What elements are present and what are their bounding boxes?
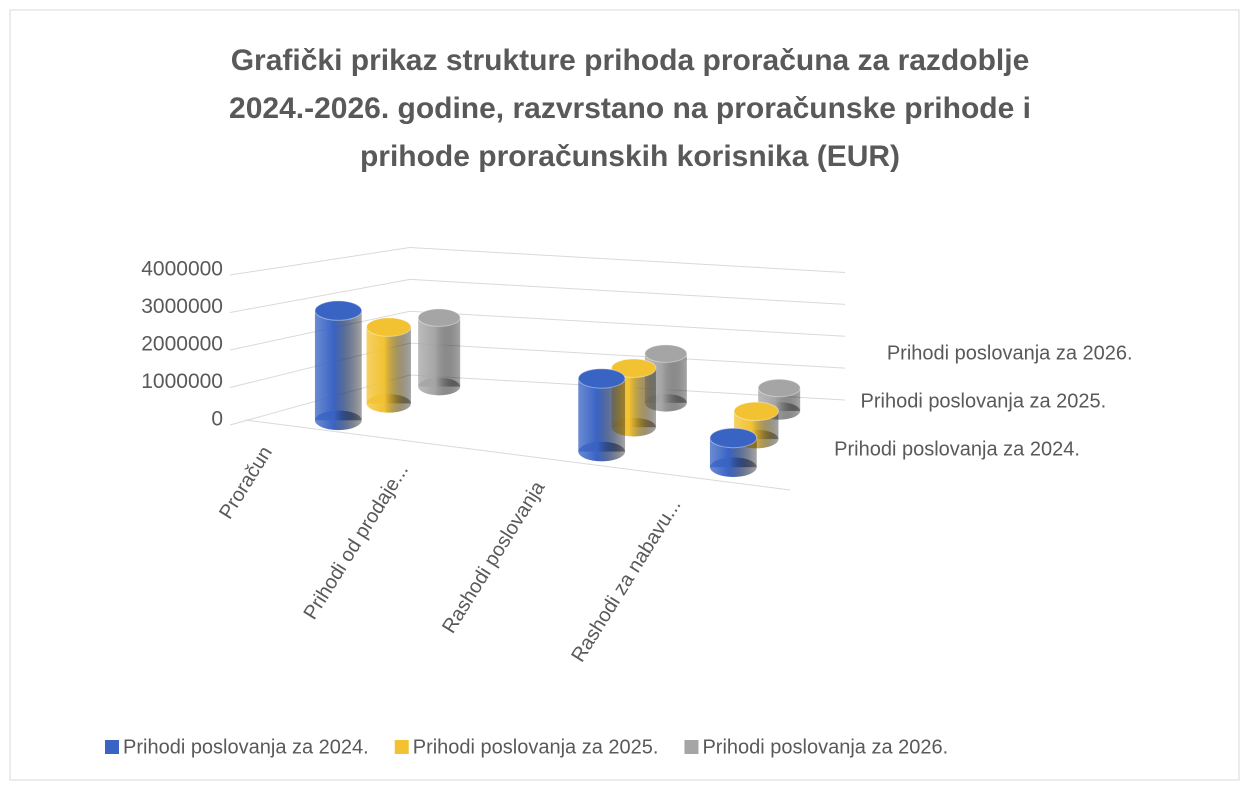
series-axis-label: Prihodi poslovanja za 2026. [887,342,1133,364]
grid-line [409,310,846,337]
bar [418,317,461,387]
legend-label: Prihodi poslovanja za 2024. [123,736,369,758]
series-axis-label: Prihodi poslovanja za 2025. [861,390,1107,412]
x-tick-label: Rashodi za nabavu... [567,495,685,666]
bar-top [709,427,758,449]
bar-bottom [418,377,461,396]
cylinder [577,368,626,462]
bar-top [611,358,657,378]
chart-title: Grafički prikaz strukture prihoda prorač… [231,44,1030,77]
y-tick-label: 4000000 [141,258,223,281]
legend-label: Prihodi poslovanja za 2026. [702,736,948,758]
legend-label: Prihodi poslovanja za 2025. [413,736,659,758]
grid-line [229,247,411,276]
bar-top [733,401,779,422]
grid-line [229,278,411,313]
bar-top [757,378,801,398]
bar-bottom [578,441,626,462]
series-axis-label: Prihodi poslovanja za 2024. [834,438,1080,460]
bar-top [644,344,688,363]
bar-top [417,308,461,327]
bar-top [314,300,363,321]
chart-title: 2024.-2026. godine, razvrstano na prorač… [229,92,1031,125]
x-tick-label: Prihodi od prodaje... [300,460,414,623]
bar [366,327,411,404]
grid-line [409,342,846,369]
x-tick-label: Proračun [215,443,277,523]
legend-swatch [684,740,699,754]
bar-bottom [314,410,362,431]
bar-top [577,368,626,389]
cylinder [366,317,412,413]
cylinder [314,300,363,431]
chart-title: prihode proračunskih korisnika (EUR) [360,140,900,173]
cylinder [709,427,758,477]
legend-swatch [394,740,409,754]
floor-edge [244,419,791,491]
grid-line [409,247,846,273]
y-tick-label: 0 [211,408,223,431]
x-tick-label: Rashodi poslovanja [438,477,550,637]
y-tick-label: 2000000 [141,333,223,356]
grid-line [409,278,846,305]
bar [578,378,626,452]
legend-swatch [105,740,119,754]
y-tick-label: 1000000 [141,370,223,393]
cylinder [644,344,688,412]
chart-frame [9,9,1240,781]
cylinder [417,308,461,396]
bar-top [366,317,412,337]
bar-bottom [366,394,411,413]
y-tick-label: 3000000 [141,295,223,318]
bar-bottom [709,457,757,477]
bar [314,310,362,421]
